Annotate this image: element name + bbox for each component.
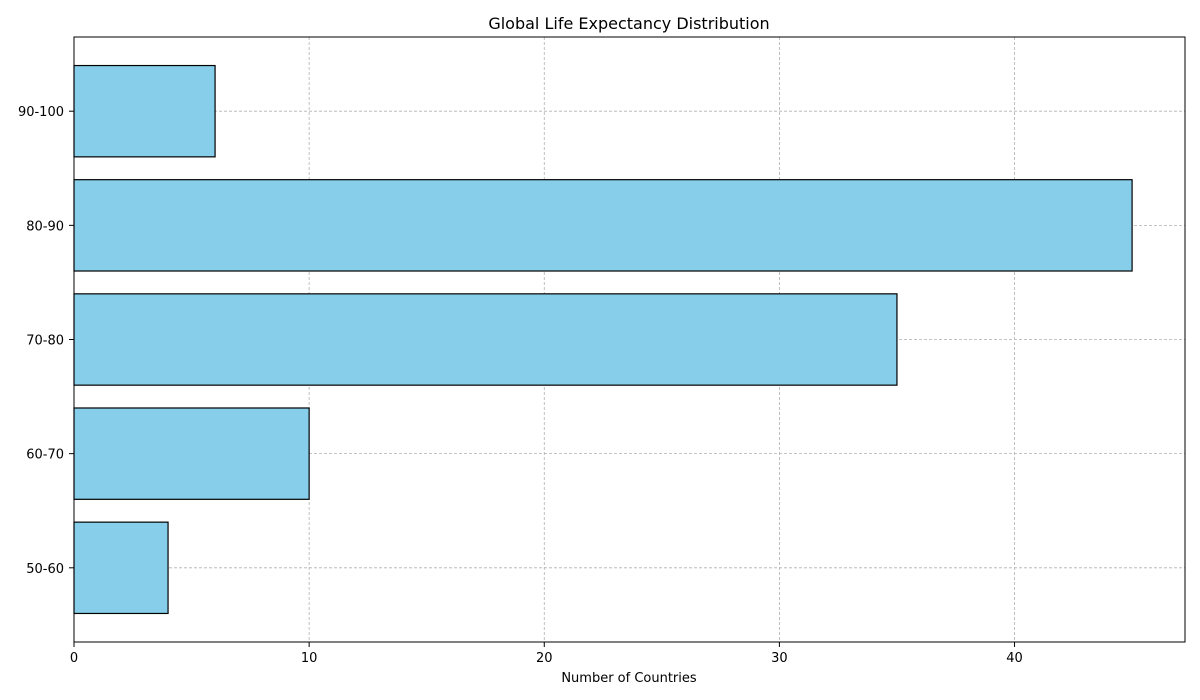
chart-title: Global Life Expectancy Distribution: [488, 14, 769, 33]
x-tick-label: 0: [70, 651, 78, 666]
y-tick-label: 60-70: [26, 448, 64, 463]
x-tick-label: 20: [536, 651, 553, 666]
x-tick-label: 30: [771, 651, 788, 666]
bar-60-70: [73, 407, 310, 500]
y-axis-ticks: 50-60 60-70 70-80 80-90 90-100: [18, 105, 74, 577]
x-tick-label: 40: [1006, 651, 1023, 666]
x-axis-label: Number of Countries: [561, 671, 697, 686]
x-axis-ticks: 0 10 20 30 40: [70, 642, 1023, 666]
bars: [73, 64, 1133, 615]
y-tick-label: 70-80: [26, 334, 64, 349]
bar-90-100: [73, 64, 216, 158]
bar-70-80: [73, 293, 898, 386]
bar-50-60: [73, 521, 169, 615]
x-tick-label: 10: [301, 651, 318, 666]
y-tick-label: 50-60: [26, 562, 64, 577]
bar-80-90: [73, 179, 1133, 272]
y-tick-label: 80-90: [26, 219, 64, 234]
y-tick-label: 90-100: [18, 105, 64, 120]
